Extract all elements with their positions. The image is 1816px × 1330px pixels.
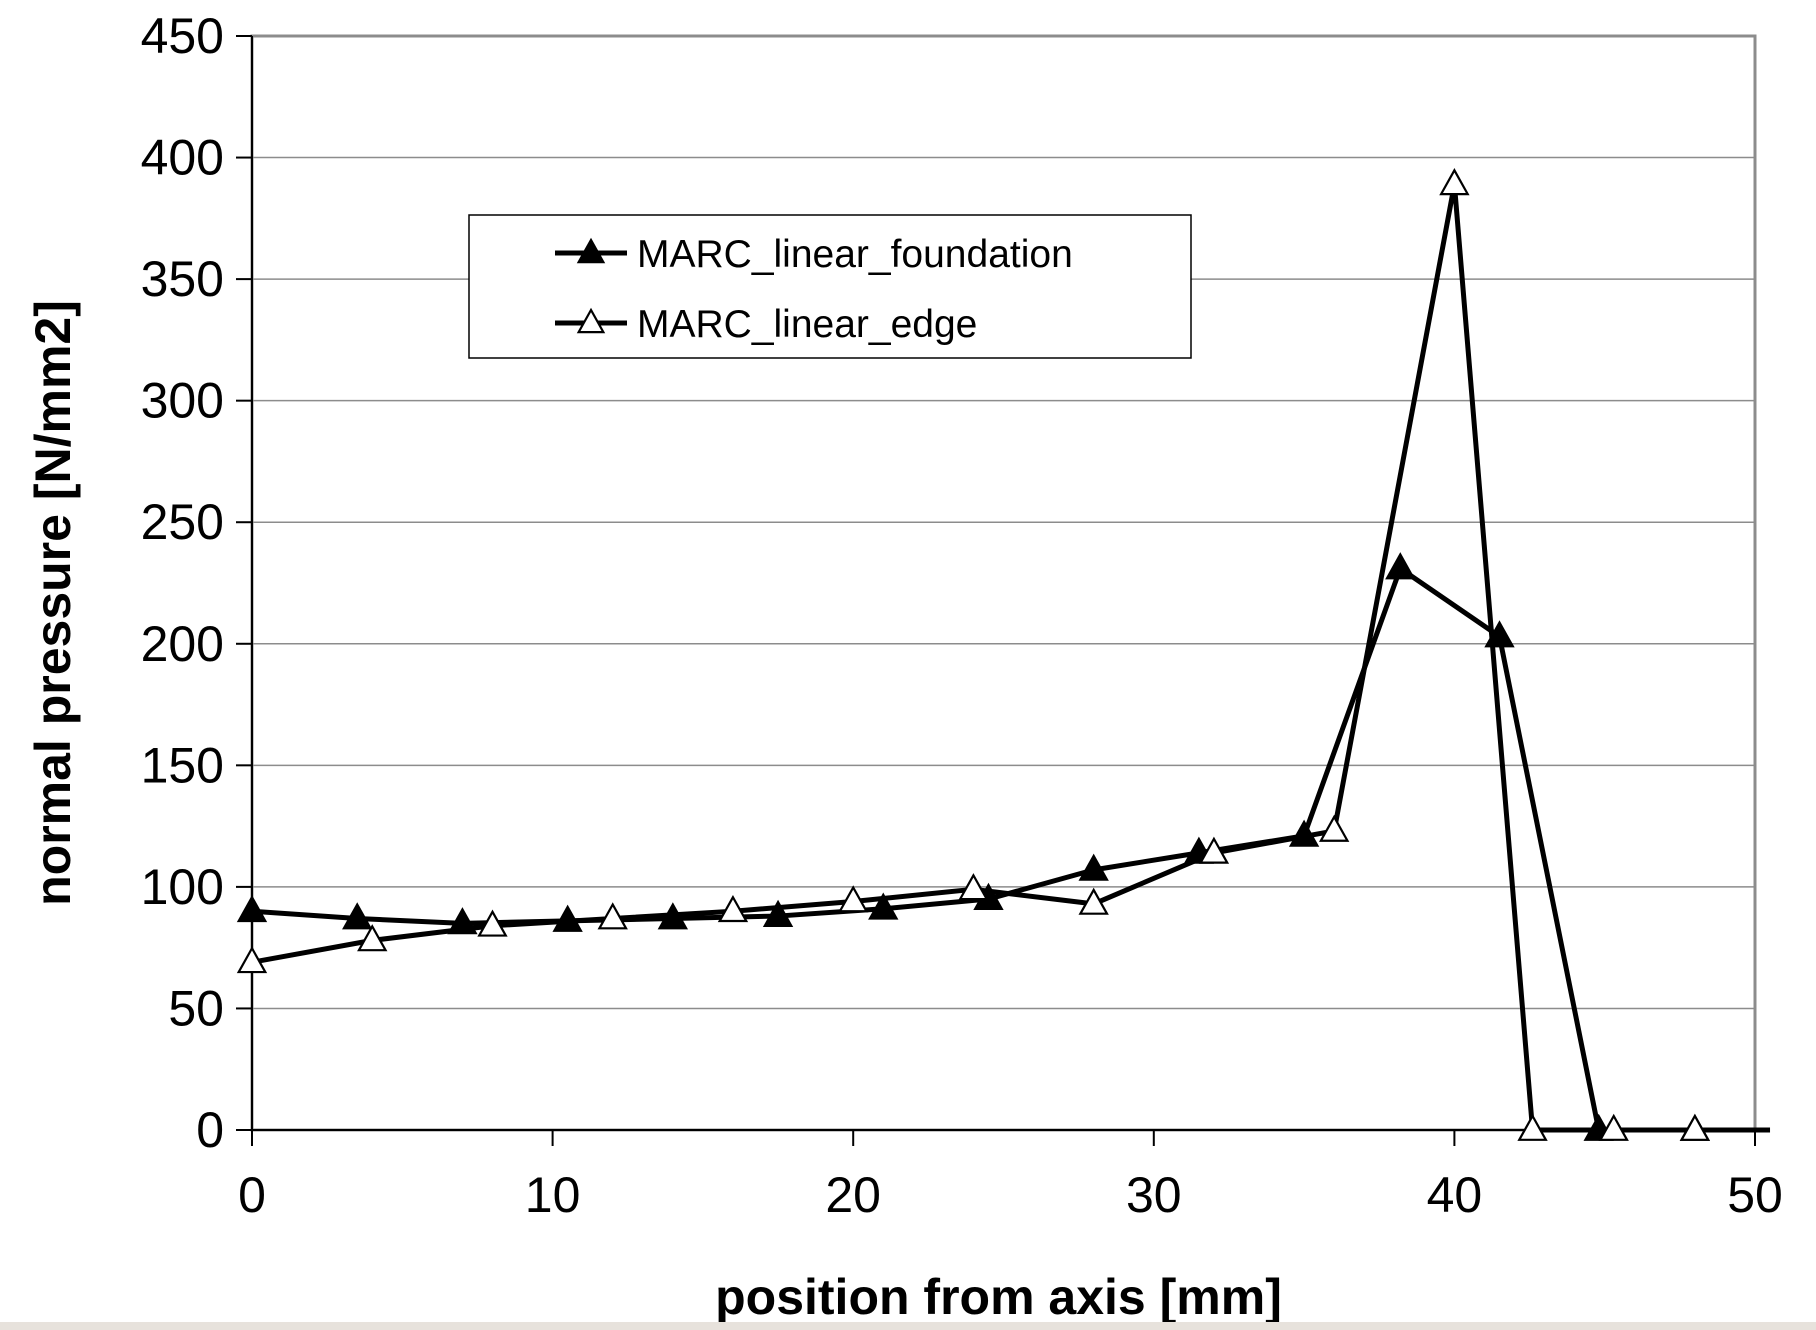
y-tick-label: 300 xyxy=(141,373,224,429)
y-tick-label: 250 xyxy=(141,494,224,550)
x-tick-label: 40 xyxy=(1427,1167,1483,1223)
data-point xyxy=(357,924,388,952)
data-point xyxy=(1318,814,1350,842)
data-point xyxy=(597,902,628,930)
y-tick-label: 150 xyxy=(141,737,224,793)
data-point xyxy=(1439,168,1470,196)
legend: MARC_linear_foundation MARC_linear_edge xyxy=(468,214,1192,359)
legend-item: MARC_linear_foundation xyxy=(555,233,1073,276)
legend-label: MARC_linear_foundation xyxy=(637,233,1073,276)
x-tick-label: 0 xyxy=(238,1167,266,1223)
gridlines xyxy=(252,35,1755,1010)
data-point xyxy=(1598,1113,1629,1141)
plot-area-frame xyxy=(250,34,1757,1132)
y-tick-label: 0 xyxy=(196,1102,224,1158)
x-tick-label: 10 xyxy=(525,1167,581,1223)
y-tick-label: 50 xyxy=(168,980,224,1036)
series-line xyxy=(251,565,1771,1133)
series-line xyxy=(251,181,1695,1133)
y-tick-label: 400 xyxy=(141,130,224,186)
y-tick-label: 200 xyxy=(141,616,224,672)
legend-marker xyxy=(576,237,606,264)
data-point xyxy=(236,945,268,974)
data-point xyxy=(236,894,268,923)
data-point xyxy=(717,894,749,923)
data-point xyxy=(1517,1113,1548,1141)
axes xyxy=(236,35,1765,1146)
data-point xyxy=(477,909,508,937)
data-point xyxy=(1198,836,1230,864)
legend-marker xyxy=(576,307,606,334)
data-point xyxy=(762,899,794,927)
series-1 xyxy=(236,168,1711,1141)
data-point xyxy=(1078,887,1109,915)
data-point xyxy=(868,892,899,920)
legend-label: MARC_linear_edge xyxy=(637,303,977,346)
legend-box xyxy=(468,214,1192,359)
y-tick-label: 350 xyxy=(141,251,224,307)
data-point xyxy=(1078,853,1109,881)
x-axis-title: position from axis [mm] xyxy=(715,1269,1282,1322)
y-axis-title: normal pressure [N/mm2] xyxy=(25,300,81,906)
tick-labels: 0 50 100 150 200 250 300 350 400 450 0 10 20 30 40 50 xyxy=(141,8,1783,1223)
legend-item: MARC_linear_edge xyxy=(555,303,977,346)
series-layer xyxy=(236,168,1771,1141)
data-point xyxy=(1679,1113,1711,1141)
data-point xyxy=(1385,552,1416,580)
data-point xyxy=(958,873,989,901)
x-tick-label: 30 xyxy=(1126,1167,1182,1223)
y-tick-label: 450 xyxy=(141,8,224,64)
series-0 xyxy=(236,552,1771,1141)
x-tick-label: 20 xyxy=(825,1167,881,1223)
x-tick-label: 50 xyxy=(1727,1167,1783,1223)
data-point xyxy=(838,885,869,913)
y-tick-label: 100 xyxy=(141,859,224,915)
data-point xyxy=(342,902,373,930)
bottom-strip xyxy=(0,1322,1816,1330)
